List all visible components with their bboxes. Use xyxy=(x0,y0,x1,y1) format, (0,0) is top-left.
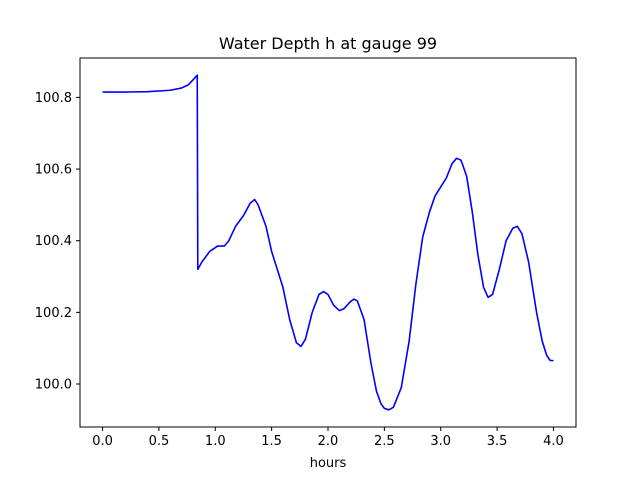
y-tick-label: 100.2 xyxy=(35,306,72,321)
x-tick-label: 0.0 xyxy=(92,434,113,449)
x-tick-label: 4.0 xyxy=(543,434,564,449)
chart-title: Water Depth h at gauge 99 xyxy=(219,34,437,53)
x-tick-label: 2.0 xyxy=(318,434,339,449)
x-tick-label: 1.5 xyxy=(261,434,282,449)
y-tick-label: 100.8 xyxy=(35,91,72,106)
x-axis-label: hours xyxy=(310,456,347,471)
x-tick-label: 3.5 xyxy=(487,434,508,449)
x-tick-label: 0.5 xyxy=(149,434,170,449)
y-tick-label: 100.6 xyxy=(35,163,72,178)
y-tick-label: 100.0 xyxy=(35,378,72,393)
series-line-0 xyxy=(102,74,554,411)
y-tick-label: 100.4 xyxy=(35,234,72,249)
x-tick-label: 2.5 xyxy=(374,434,395,449)
series-layer xyxy=(102,74,554,411)
x-tick-label: 1.0 xyxy=(205,434,226,449)
x-tick-label: 3.0 xyxy=(430,434,451,449)
plot-area xyxy=(80,58,576,427)
axes-layer: 0.0 0.5 1.0 1.5 2.0 2.5 3.0 3.5 4.0 100.0 100.2 100… xyxy=(35,57,577,449)
